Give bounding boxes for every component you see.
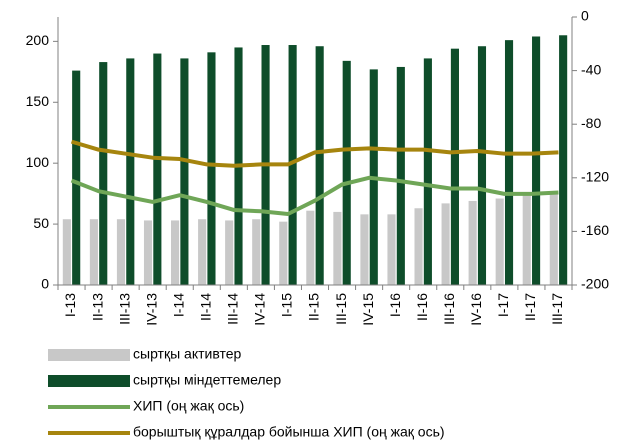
x-tick-label: IV-16 <box>468 293 484 326</box>
bar <box>423 58 432 285</box>
x-tick-label: III-17 <box>549 293 565 325</box>
y-tick-label: 200 <box>26 32 50 48</box>
x-tick-label: III-15 <box>333 293 349 325</box>
bar <box>549 193 558 285</box>
bar <box>477 46 487 286</box>
bar <box>252 219 261 285</box>
bar <box>495 198 504 285</box>
bar <box>171 220 180 285</box>
y2-tick-label: -200 <box>581 276 609 292</box>
bar <box>306 210 315 285</box>
bar <box>198 219 207 285</box>
bar <box>360 214 369 285</box>
legend-swatch <box>48 375 130 387</box>
x-tick-label: IV-13 <box>143 293 159 326</box>
legend-label: ХИП (оң жақ ось) <box>133 398 244 414</box>
legend-label: сыртқы міндеттемелер <box>133 372 281 388</box>
bar <box>279 221 288 285</box>
legend-label: борыштық құралдар бойынша ХИП (оң жақ ос… <box>133 424 445 440</box>
x-tick-label: II-14 <box>197 293 213 321</box>
y-tick-label: 100 <box>26 154 50 170</box>
bar <box>315 46 324 286</box>
x-tick-label: II-16 <box>414 293 430 321</box>
legend-label: сыртқы активтер <box>133 346 242 362</box>
bar <box>522 194 531 285</box>
legend-swatch <box>48 349 130 361</box>
x-tick-label: II-13 <box>89 293 105 321</box>
line <box>70 139 559 168</box>
y2-tick-label: -120 <box>581 169 609 185</box>
bar <box>532 36 541 286</box>
x-tick-label: I-14 <box>170 293 186 317</box>
bar <box>153 53 162 285</box>
x-tick-label: III-16 <box>441 293 457 325</box>
bar <box>99 62 108 286</box>
bar <box>180 58 189 285</box>
y2-tick-label: -40 <box>581 61 601 77</box>
bar <box>89 219 98 285</box>
x-tick-label: IV-15 <box>360 293 376 326</box>
line <box>70 175 559 216</box>
bar <box>504 40 514 286</box>
y2-tick-label: -80 <box>581 115 601 131</box>
y2-tick-label: -160 <box>581 222 609 238</box>
bar <box>126 58 135 285</box>
bar <box>225 220 234 285</box>
bar <box>396 66 405 285</box>
y-tick-label: 150 <box>26 93 50 109</box>
bar <box>342 60 351 285</box>
bar <box>559 35 568 285</box>
x-tick-label: III-14 <box>225 293 241 325</box>
bar <box>450 48 459 285</box>
y-tick-label: 0 <box>41 276 49 292</box>
bar <box>143 220 153 285</box>
x-tick-label: I-17 <box>495 293 511 317</box>
bar <box>72 70 81 285</box>
x-tick-label: III-13 <box>116 293 132 325</box>
y2-tick-label: 0 <box>581 8 589 24</box>
bar <box>288 45 297 285</box>
bar <box>387 214 396 285</box>
bar <box>62 219 71 285</box>
x-tick-label: I-16 <box>387 293 403 317</box>
bar <box>468 200 477 285</box>
x-tick-label: II-17 <box>522 293 538 321</box>
x-tick-label: II-15 <box>306 293 322 321</box>
bar <box>207 52 216 286</box>
x-tick-label: IV-14 <box>252 293 268 326</box>
bar <box>441 203 450 285</box>
x-tick-label: I-15 <box>279 293 295 317</box>
x-tick-label: I-13 <box>62 293 78 317</box>
bar <box>116 219 126 285</box>
bar <box>414 208 423 285</box>
y-tick-label: 50 <box>33 215 49 231</box>
bar <box>333 211 342 285</box>
